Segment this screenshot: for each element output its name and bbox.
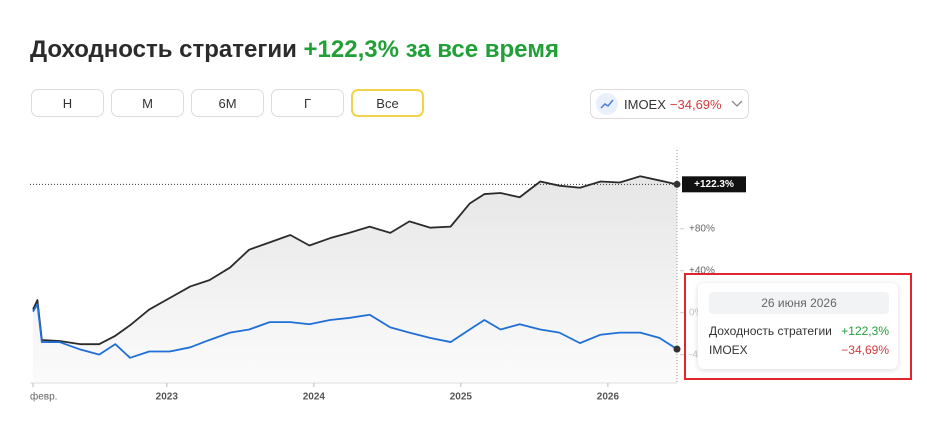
period-button[interactable]: Г bbox=[271, 89, 344, 117]
area bbox=[33, 176, 677, 383]
tooltip: 26 июня 2026 Доходность стратегии +122,3%… bbox=[698, 283, 898, 369]
tooltip-row: Доходность стратегии +122,3% bbox=[709, 324, 889, 338]
title-text: Доходность стратегии bbox=[30, 36, 297, 63]
end-point bbox=[673, 345, 681, 353]
benchmark-icon bbox=[596, 93, 618, 115]
tooltip-date: 26 июня 2026 bbox=[709, 292, 889, 314]
end-point bbox=[673, 180, 681, 188]
period-button[interactable]: Все bbox=[351, 89, 424, 117]
x-tick-label: февр. bbox=[30, 391, 57, 403]
icon bbox=[600, 99, 614, 109]
value-badge bbox=[682, 176, 746, 193]
tooltip-value: +122,3% bbox=[841, 324, 889, 338]
period-button[interactable]: 6М bbox=[191, 89, 264, 117]
line bbox=[32, 175, 678, 346]
title-highlight: +122,3% за все время bbox=[303, 36, 559, 63]
y-tick-label: +122.3% bbox=[694, 179, 734, 190]
line bbox=[32, 303, 678, 359]
period-button[interactable]: М bbox=[111, 89, 184, 117]
x-tick-label: 2026 bbox=[597, 392, 620, 403]
tooltip-label: IMOEX bbox=[709, 343, 748, 357]
x-tick-label: 2023 bbox=[156, 392, 179, 403]
tooltip-label: Доходность стратегии bbox=[709, 324, 832, 338]
x-tick-label: 2025 bbox=[450, 392, 473, 403]
benchmark-dropdown[interactable]: IMOEX −34,69% bbox=[590, 89, 749, 119]
y-tick-label: +40% bbox=[689, 265, 715, 276]
x-tick-label: 2024 bbox=[303, 392, 326, 403]
y-tick-label: +80% bbox=[689, 223, 715, 234]
benchmark-change: −34,69% bbox=[669, 96, 722, 112]
tooltip-value: −34,69% bbox=[841, 343, 889, 357]
period-button[interactable]: Н bbox=[31, 89, 104, 117]
benchmark-name: IMOEX bbox=[624, 96, 666, 112]
title: Доходность стратегии +122,3% за все врем… bbox=[30, 36, 559, 64]
tooltip-row: IMOEX −34,69% bbox=[709, 343, 889, 357]
chevron bbox=[731, 100, 743, 107]
